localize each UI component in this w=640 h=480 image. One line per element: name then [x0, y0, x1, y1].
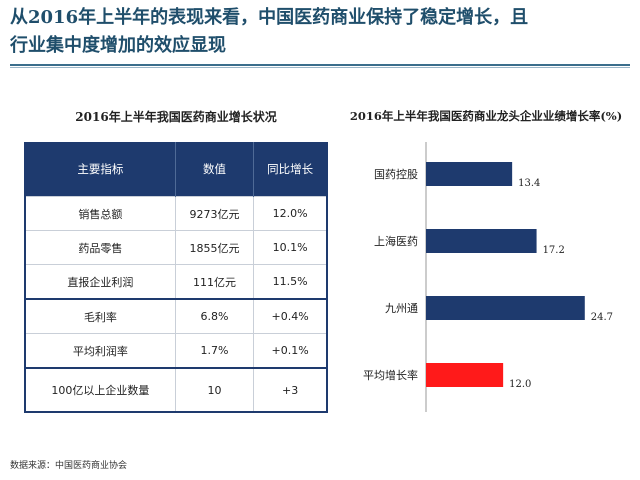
table-header-row: 主要指标 数值 同比增长: [25, 142, 327, 197]
chart-title: 2016年上半年我国医药商业龙头企业业绩增长率(%): [349, 109, 623, 123]
bar: [426, 363, 504, 387]
bar: [426, 296, 585, 320]
source-note: 数据来源：中国医药商业协会: [10, 461, 128, 471]
data-label: 12.0: [509, 379, 531, 390]
category-label: 上海医药: [374, 234, 418, 248]
table-row: 直报企业利润 111亿元 11.5%: [24, 264, 328, 300]
category-label: 九州通: [385, 302, 418, 315]
header-divider: [10, 64, 630, 66]
table-cell-indicator: 直报企业利润: [24, 264, 176, 300]
table-row: 药品零售 1855亿元 10.1%: [24, 230, 328, 265]
table-cell-indicator: 药品零售: [24, 230, 176, 265]
table-cell-growth: 11.5%: [253, 264, 328, 300]
header-divider-thin: [10, 67, 630, 68]
table-title: 2016年上半年我国医药商业增长状况: [75, 110, 277, 124]
table-row: 平均利润率 1.7% +0.1%: [24, 333, 328, 369]
table-cell-indicator: 毛利率: [24, 298, 176, 334]
headline-year: 2016: [28, 7, 79, 28]
table-row: 销售总额 9273亿元 12.0%: [24, 196, 328, 231]
table-cell-indicator: 平均利润率: [24, 333, 176, 369]
bar: [426, 162, 513, 186]
table-cell-value: 9273亿元: [174, 196, 255, 231]
table-cell-growth: +0.4%: [253, 298, 328, 334]
headline-prefix: 从: [10, 7, 28, 28]
stats-table: 主要指标 数值 同比增长 销售总额 9273亿元 12.0% 药品零售 1855…: [24, 142, 328, 413]
table-cell-growth: +3: [253, 367, 328, 413]
data-label: 24.7: [591, 312, 613, 323]
growth-bar-chart: 国药控股 13.4 上海医药 17.2 九州通 24.7 平均增长率 12.0: [363, 142, 613, 412]
headline-line-1: 从2016年上半年的表现来看，中国医药商业保持了稳定增长，且: [10, 4, 630, 32]
table-cell-growth: 12.0%: [253, 196, 328, 231]
table-cell-value: 1.7%: [174, 333, 255, 369]
bar: [426, 229, 537, 253]
table-header-growth: 同比增长: [253, 142, 327, 197]
table-cell-value: 6.8%: [174, 298, 255, 334]
category-label: 平均增长率: [363, 368, 418, 382]
category-label: 国药控股: [374, 167, 418, 181]
table-cell-value: 1855亿元: [174, 230, 255, 265]
table-cell-growth: 10.1%: [253, 230, 328, 265]
table-header-indicator: 主要指标: [25, 142, 176, 197]
table-cell-value: 10: [174, 367, 255, 413]
table-cell-growth: +0.1%: [253, 333, 328, 369]
data-label: 13.4: [518, 178, 540, 189]
table-row: 毛利率 6.8% +0.4%: [24, 298, 328, 334]
table-header-value: 数值: [175, 142, 255, 197]
data-label: 17.2: [543, 245, 565, 256]
table-cell-indicator: 100亿以上企业数量: [24, 367, 176, 413]
headline-text: 年上半年的表现来看，中国医药商业保持了稳定增长，且: [78, 7, 529, 28]
table-row: 100亿以上企业数量 10 +3: [24, 367, 328, 413]
headline-line-2: 行业集中度增加的效应显现: [10, 35, 226, 56]
table-cell-value: 111亿元: [174, 264, 255, 300]
headline: 从2016年上半年的表现来看，中国医药商业保持了稳定增长，且 行业集中度增加的效…: [10, 4, 630, 60]
table-cell-indicator: 销售总额: [24, 196, 176, 231]
